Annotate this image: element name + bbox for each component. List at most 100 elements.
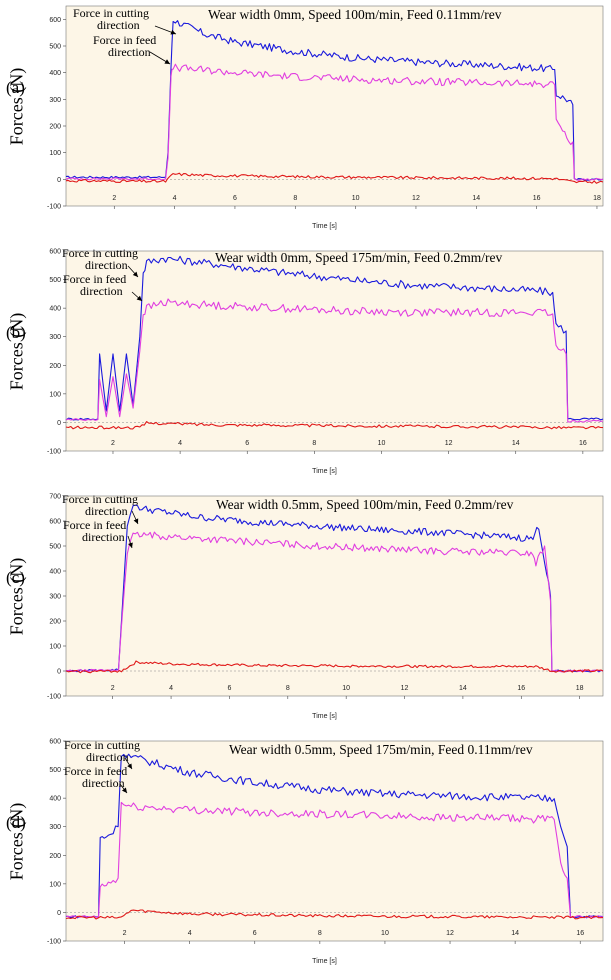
y-tick-label: 300 bbox=[49, 97, 61, 104]
x-tick-label: 12 bbox=[401, 685, 409, 692]
y-tick-label: 400 bbox=[49, 796, 61, 803]
panel-label: (d) bbox=[6, 813, 26, 832]
plot-area bbox=[65, 250, 604, 452]
plot-area bbox=[65, 5, 604, 207]
annotation-cutting: Force in cutting bbox=[62, 492, 138, 506]
series-line-2 bbox=[65, 909, 604, 920]
chart-panel-c: (c) Forces (N) -100 0 100 200 300 400 500 600 700 2… bbox=[0, 490, 611, 735]
y-tick-label: 300 bbox=[49, 824, 61, 831]
x-tick-label: 14 bbox=[472, 195, 480, 202]
x-tick-label: 8 bbox=[318, 930, 322, 937]
x-tick-label: 10 bbox=[381, 930, 389, 937]
annotation-cutting: direction bbox=[97, 18, 140, 32]
chart-title: Wear width 0mm, Speed 175m/min, Feed 0.2… bbox=[215, 250, 502, 265]
panel-label: (a) bbox=[6, 78, 25, 97]
panel-label: (b) bbox=[6, 323, 26, 342]
y-tick-label: 400 bbox=[49, 70, 61, 77]
annotation-feed: Force in feed bbox=[63, 272, 126, 286]
x-tick-label: 6 bbox=[227, 685, 231, 692]
annotation-feed: direction bbox=[108, 45, 151, 59]
y-tick-label: 600 bbox=[49, 739, 61, 746]
annotation-feed: Force in feed bbox=[64, 764, 127, 778]
chart-panel-b: (b) Forces (N) -100 0 100 200 300 400 500 600 2 4 6 8… bbox=[0, 245, 611, 490]
chart-title: Wear width 0.5mm, Speed 175m/min, Feed 0… bbox=[229, 742, 533, 757]
x-tick-label: 4 bbox=[169, 685, 173, 692]
y-tick-label: 0 bbox=[57, 420, 61, 427]
arrow-head bbox=[127, 763, 132, 769]
arrow-head bbox=[121, 787, 127, 793]
annotation-cutting: direction bbox=[85, 504, 128, 518]
x-tick-label: 16 bbox=[533, 195, 541, 202]
x-tick-label: 14 bbox=[459, 685, 467, 692]
annotation-feed: direction bbox=[80, 284, 123, 298]
y-tick-label: 500 bbox=[49, 544, 61, 551]
x-tick-label: 18 bbox=[593, 195, 601, 202]
arrow-head bbox=[164, 59, 170, 64]
x-axis-label: Time [s] bbox=[312, 958, 337, 965]
arrow-head bbox=[170, 29, 176, 35]
x-axis-label: Time [s] bbox=[312, 223, 337, 230]
x-tick-label: 6 bbox=[233, 195, 237, 202]
annotation-cutting: Force in cutting bbox=[73, 6, 149, 20]
chart-title: Wear width 0mm, Speed 100m/min, Feed 0.1… bbox=[208, 7, 502, 22]
y-tick-label: -100 bbox=[47, 204, 61, 211]
x-tick-label: 18 bbox=[576, 685, 584, 692]
x-tick-label: 2 bbox=[123, 930, 127, 937]
panel-label: (c) bbox=[6, 568, 25, 587]
x-tick-label: 10 bbox=[378, 440, 386, 447]
y-tick-label: 200 bbox=[49, 363, 61, 370]
x-tick-label: 16 bbox=[517, 685, 525, 692]
y-tick-label: 500 bbox=[49, 44, 61, 51]
chart-svg: -100 0 100 200 300 400 500 600 700 2 4 6 8 10 12 14 16 18… bbox=[47, 492, 604, 720]
annotation-feed: direction bbox=[82, 530, 125, 544]
x-tick-label: 14 bbox=[511, 930, 519, 937]
y-tick-label: 200 bbox=[49, 853, 61, 860]
arrow-head bbox=[132, 271, 138, 277]
x-tick-label: 12 bbox=[446, 930, 454, 937]
y-tick-label: 600 bbox=[49, 249, 61, 256]
x-tick-label: 16 bbox=[576, 930, 584, 937]
y-tick-label: 0 bbox=[57, 177, 61, 184]
annotation-feed: Force in feed bbox=[93, 33, 156, 47]
y-tick-label: 100 bbox=[49, 391, 61, 398]
series-line-0 bbox=[65, 20, 604, 181]
chart-title: Wear width 0.5mm, Speed 100m/min, Feed 0… bbox=[216, 497, 514, 512]
series-line-1 bbox=[65, 801, 604, 919]
plot-area bbox=[65, 740, 604, 942]
x-tick-label: 12 bbox=[445, 440, 453, 447]
chart-svg: -100 0 100 200 300 400 500 600 2 4 6 8 10 12 14 16 Time … bbox=[47, 738, 604, 965]
annotation-feed: direction bbox=[82, 776, 125, 790]
series-line-2 bbox=[65, 172, 604, 184]
series-line-2 bbox=[65, 421, 604, 430]
y-tick-label: 200 bbox=[49, 124, 61, 131]
x-tick-label: 8 bbox=[293, 195, 297, 202]
y-tick-label: 100 bbox=[49, 150, 61, 157]
chart-svg: -100 0 100 200 300 400 500 600 2 4 6 8 10 12 14 16 18 Tim… bbox=[47, 5, 604, 230]
chart-panel-d: (d) Forces (N) -100 0 100 200 300 400 500 600 2 4 6 8… bbox=[0, 735, 611, 980]
x-tick-label: 6 bbox=[253, 930, 257, 937]
arrow-head bbox=[133, 518, 139, 524]
x-tick-label: 16 bbox=[579, 440, 587, 447]
x-tick-label: 8 bbox=[312, 440, 316, 447]
series-line-2 bbox=[65, 660, 604, 674]
chart-panel-a: (a) Forces (N) -100 0 100 200 300 400 500 600 2 4 6 8… bbox=[0, 0, 611, 245]
y-tick-label: 400 bbox=[49, 569, 61, 576]
y-tick-label: 600 bbox=[49, 17, 61, 24]
y-tick-label: 0 bbox=[57, 910, 61, 917]
series-line-0 bbox=[65, 504, 604, 673]
x-tick-label: 2 bbox=[111, 440, 115, 447]
y-tick-label: -100 bbox=[47, 694, 61, 701]
y-tick-label: 700 bbox=[49, 494, 61, 501]
y-tick-label: 100 bbox=[49, 644, 61, 651]
y-tick-label: 200 bbox=[49, 619, 61, 626]
x-tick-label: 8 bbox=[286, 685, 290, 692]
series-line-1 bbox=[65, 63, 604, 181]
x-axis-label: Time [s] bbox=[312, 468, 337, 475]
y-tick-label: -100 bbox=[47, 449, 61, 456]
series-line-1 bbox=[65, 298, 604, 423]
y-tick-label: 300 bbox=[49, 594, 61, 601]
annotation-cutting: Force in cutting bbox=[62, 246, 138, 260]
x-tick-label: 6 bbox=[245, 440, 249, 447]
x-tick-label: 10 bbox=[352, 195, 360, 202]
annotation-cutting: Force in cutting bbox=[64, 738, 140, 752]
